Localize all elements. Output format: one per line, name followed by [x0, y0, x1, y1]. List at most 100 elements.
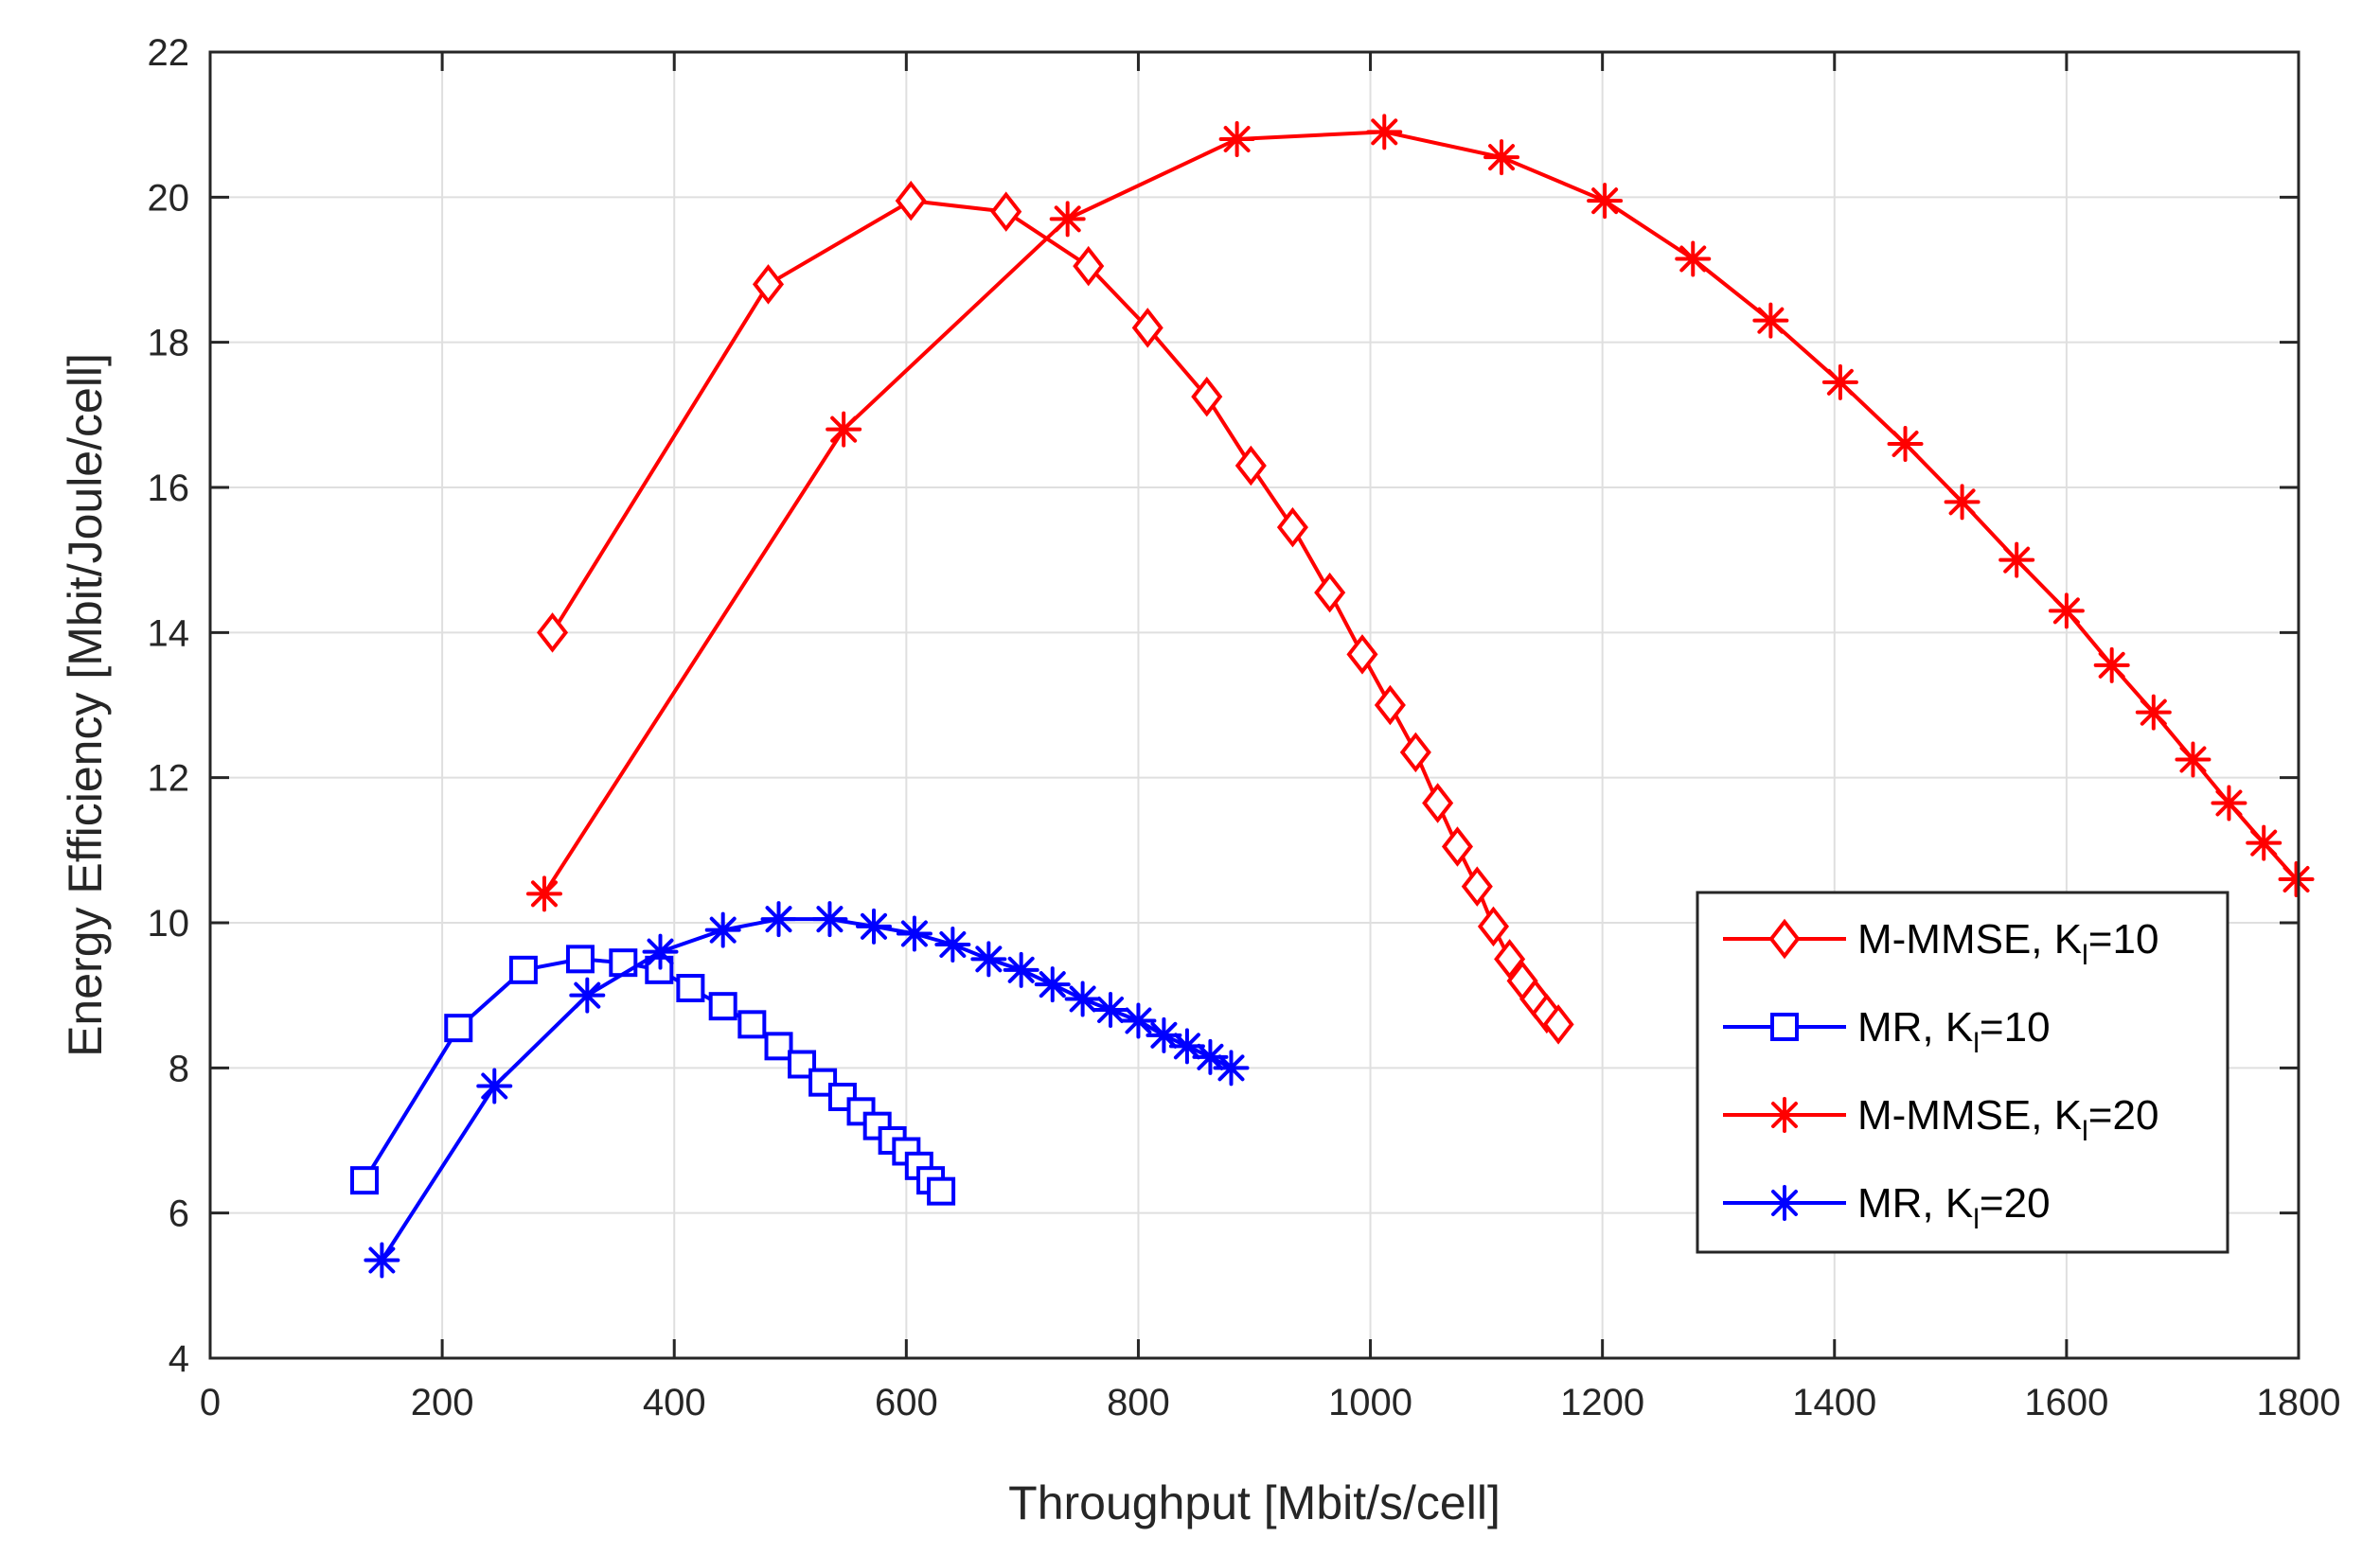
legend-label-main: MR, K: [1857, 1004, 1973, 1051]
legend-label-subscript: l: [1973, 1028, 1980, 1059]
y-tick-label: 12: [148, 758, 190, 800]
data-point-marker: [737, 1010, 767, 1039]
data-point-marker: [1234, 445, 1267, 486]
y-tick-label: 20: [148, 177, 190, 219]
legend-item: MR, Kl=20: [1723, 1180, 2051, 1235]
data-point-marker: [927, 1176, 956, 1206]
data-point-marker: [934, 927, 971, 963]
x-tick-label: 200: [411, 1382, 474, 1423]
data-point-marker: [2048, 592, 2085, 629]
data-point-marker: [2278, 861, 2315, 897]
series-3: [525, 114, 2315, 912]
data-point-marker: [856, 908, 893, 945]
data-point-marker: [1146, 1016, 1182, 1053]
data-point-marker: [565, 945, 595, 974]
data-point-marker: [1276, 506, 1308, 548]
y-tick-label: 4: [169, 1338, 189, 1380]
legend-swatch-marker: [1770, 1013, 1799, 1041]
legend-label-tail: =20: [2088, 1092, 2159, 1139]
data-point-marker: [1213, 1050, 1250, 1087]
data-point-marker: [1192, 1038, 1229, 1075]
data-point-marker: [760, 901, 797, 938]
legend-label-subscript: l: [2082, 1116, 2088, 1147]
data-point-marker: [1073, 245, 1105, 287]
data-point-marker: [1218, 121, 1255, 157]
data-point-marker: [990, 191, 1022, 232]
data-point-marker: [1477, 906, 1509, 947]
data-point-marker: [1064, 981, 1101, 1017]
data-point-marker: [537, 612, 569, 653]
legend-label-subscript: l: [2082, 940, 2088, 971]
data-point-marker: [1191, 376, 1223, 417]
data-point-marker: [788, 1050, 817, 1079]
data-point-marker: [708, 992, 737, 1021]
data-point-marker: [349, 1166, 379, 1195]
data-point-marker: [1441, 826, 1474, 867]
data-point-marker: [1346, 634, 1378, 675]
data-point-marker: [1366, 114, 1403, 150]
data-point-marker: [1399, 732, 1431, 773]
y-tick-label: 8: [169, 1048, 189, 1089]
data-point-marker: [752, 264, 785, 305]
data-point-marker: [1374, 684, 1406, 726]
data-point-marker: [1483, 139, 1520, 176]
data-point-marker: [1461, 866, 1493, 907]
data-point-marker: [1944, 484, 1980, 521]
series-4: [364, 901, 1250, 1279]
legend-label-main: M-MMSE, K: [1857, 1092, 2082, 1139]
data-point-marker: [764, 1032, 793, 1061]
y-tick-label: 18: [148, 323, 190, 364]
data-point-marker: [1049, 201, 1086, 238]
data-point-marker: [525, 875, 562, 912]
data-point-marker: [1168, 1028, 1205, 1065]
x-tick-label: 0: [200, 1382, 221, 1423]
data-point-marker: [1034, 966, 1071, 1003]
data-point-marker: [364, 1242, 400, 1279]
axis-ticks: 0 200 400 600 800 1000 1200 1400 1600 1800 4 6 8 10 12…: [148, 32, 2341, 1423]
data-point-marker: [1752, 302, 1789, 339]
series-2: [349, 945, 956, 1206]
x-tick-label: 1600: [2024, 1382, 2108, 1423]
x-tick-label: 400: [643, 1382, 706, 1423]
x-axis-label: Throughput [Mbit/s/cell]: [1008, 1476, 1501, 1529]
x-tick-label: 800: [1107, 1382, 1170, 1423]
legend-label-main: M-MMSE, K: [1857, 916, 2082, 963]
data-point-marker: [1998, 541, 2035, 578]
y-axis-label: Energy Efficiency [Mbit/Joule/cell]: [59, 353, 112, 1057]
data-point-marker: [1887, 426, 1924, 462]
x-tick-label: 1400: [1792, 1382, 1876, 1423]
data-point-marker: [609, 948, 638, 978]
legend-label: MR, Kl=20: [1857, 1180, 2051, 1235]
data-point-marker: [811, 901, 848, 938]
data-point-marker: [569, 977, 606, 1014]
x-tick-label: 1000: [1328, 1382, 1412, 1423]
legend-item: M-MMSE, Kl=10: [1723, 916, 2158, 971]
legend-swatch-marker: [1767, 1185, 1803, 1221]
series-layer: [349, 114, 2315, 1279]
data-point-marker: [895, 180, 927, 221]
x-tick-label: 1200: [1560, 1382, 1644, 1423]
data-point-marker: [1003, 951, 1039, 988]
data-point-marker: [970, 941, 1007, 978]
y-tick-label: 16: [148, 468, 190, 509]
data-point-marker: [1675, 240, 1712, 277]
data-point-marker: [1422, 783, 1454, 823]
data-point-marker: [1587, 183, 1624, 220]
data-point-marker: [2246, 824, 2282, 861]
data-point-marker: [826, 411, 862, 448]
legend-label-tail: =20: [1980, 1180, 2051, 1227]
data-point-marker: [2175, 741, 2211, 778]
legend-label-tail: =10: [1980, 1004, 2051, 1051]
data-point-marker: [2211, 785, 2247, 822]
data-point-marker: [1542, 1004, 1574, 1045]
x-tick-label: 1800: [2257, 1382, 2341, 1423]
legend-label-main: MR, K: [1857, 1180, 1973, 1227]
data-point-marker: [642, 933, 679, 970]
legend-swatch-marker: [1768, 918, 1801, 960]
data-point-marker: [1131, 308, 1163, 348]
legend-label: M-MMSE, Kl=10: [1857, 916, 2158, 971]
data-point-marker: [2093, 646, 2130, 683]
legend-label: M-MMSE, Kl=20: [1857, 1092, 2158, 1147]
